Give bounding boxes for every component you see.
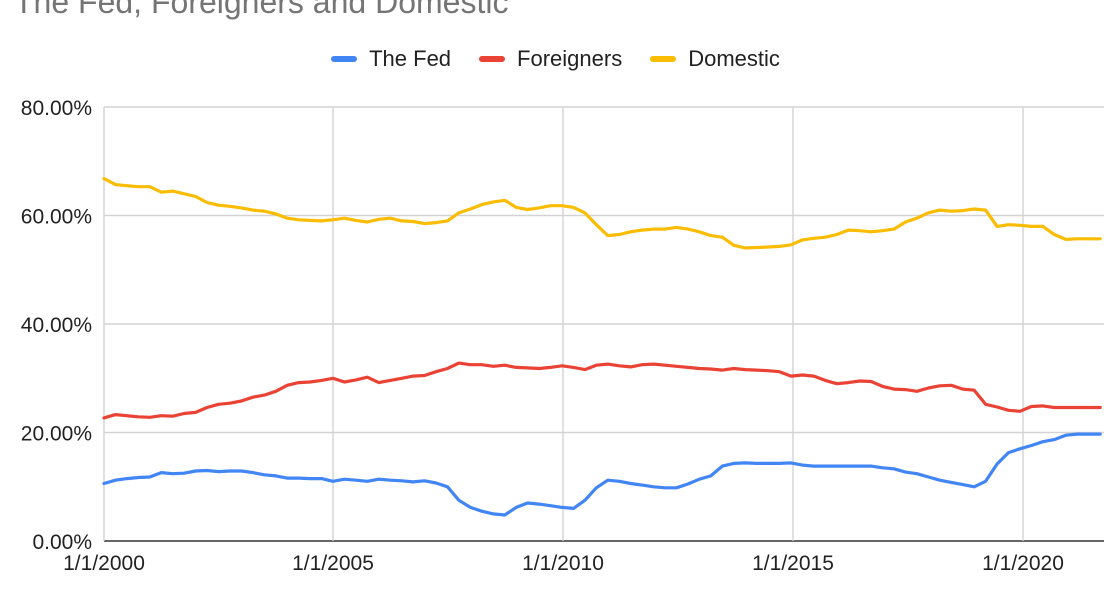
legend-swatch-the-fed	[331, 56, 358, 62]
y-tick-label: 0.00%	[32, 531, 92, 554]
legend: The Fed Foreigners Domestic	[0, 46, 1111, 72]
legend-item-foreigners: Foreigners	[479, 46, 622, 72]
tick-label-layer: 0.00% 20.00% 40.00% 60.00% 80.00% 1/1/2000 1/1…	[21, 97, 1064, 575]
legend-item-domestic: Domestic	[650, 46, 780, 72]
series-line-the-fed	[102, 432, 1102, 517]
series-layer	[102, 177, 1102, 517]
legend-label-the-fed: The Fed	[369, 46, 452, 71]
legend-swatch-foreigners	[479, 56, 506, 62]
y-tick-label: 20.00%	[21, 423, 92, 446]
series-line-foreigners	[102, 361, 1102, 420]
legend-label-domestic: Domestic	[688, 46, 780, 71]
x-tick-label: 1/1/2015	[752, 552, 834, 575]
x-tick-label: 1/1/2010	[522, 552, 604, 575]
legend-swatch-domestic	[650, 56, 677, 62]
legend-label-foreigners: Foreigners	[517, 46, 623, 71]
y-tick-label: 40.00%	[21, 314, 92, 337]
chart-title: The Fed, Foreigners and Domestic	[14, 0, 509, 20]
y-tick-label: 80.00%	[21, 97, 92, 120]
legend-item-the-fed: The Fed	[331, 46, 451, 72]
x-tick-label: 1/1/2000	[63, 552, 145, 575]
x-tick-label: 1/1/2020	[982, 552, 1064, 575]
grid-layer	[103, 106, 1104, 542]
x-tick-label: 1/1/2005	[292, 552, 374, 575]
series-line-domestic	[102, 177, 1102, 250]
y-tick-label: 60.00%	[21, 206, 92, 229]
